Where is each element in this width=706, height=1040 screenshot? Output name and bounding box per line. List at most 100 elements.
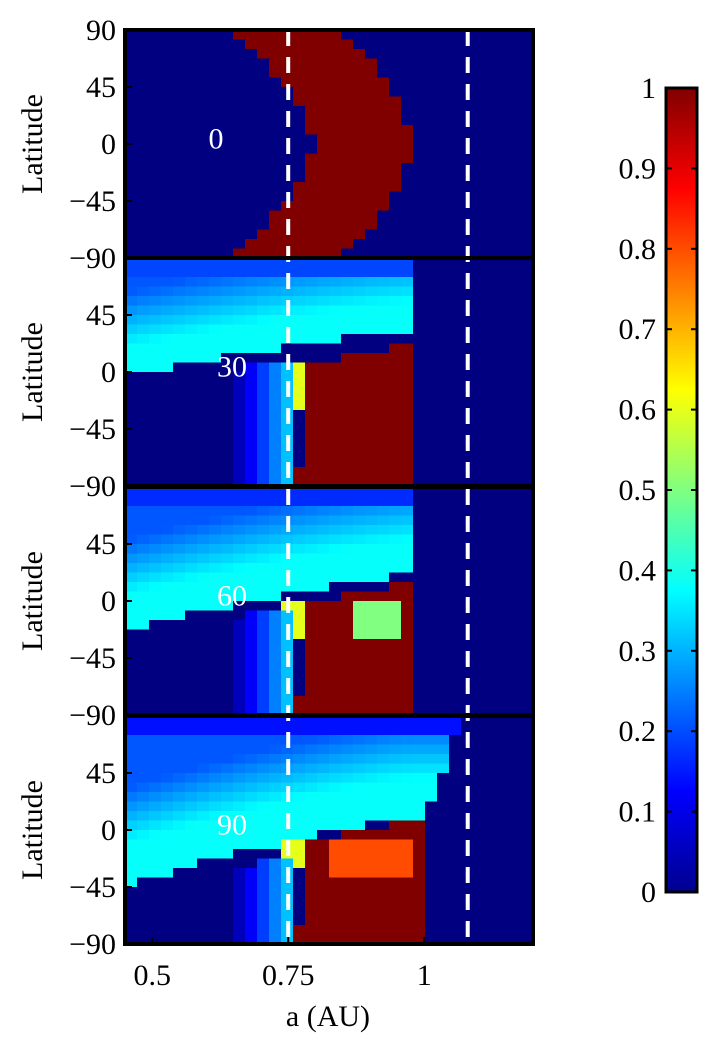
heatmap-cell (377, 49, 390, 60)
heatmap-cell (245, 868, 258, 879)
heatmap-cell (353, 410, 366, 421)
heatmap-cell (269, 763, 282, 774)
heatmap-cell (521, 639, 534, 650)
heatmap-cell (149, 239, 162, 250)
heatmap-cell (161, 87, 174, 98)
heatmap-cell (197, 277, 210, 288)
heatmap-cell (269, 544, 282, 555)
heatmap-cell (137, 296, 150, 307)
heatmap-cell (389, 39, 402, 50)
heatmap-cell (485, 544, 498, 555)
heatmap-cell (209, 467, 222, 478)
heatmap-cell (485, 705, 498, 716)
heatmap-cell (233, 77, 246, 88)
heatmap-cell (149, 515, 162, 526)
heatmap-cell (341, 39, 354, 50)
heatmap-cell (365, 49, 378, 60)
heatmap-cell (413, 229, 426, 240)
heatmap-cell (449, 820, 462, 831)
heatmap-cell (269, 438, 282, 449)
heatmap-cell (497, 410, 510, 421)
heatmap-cell (437, 305, 450, 316)
dashed-lines-layer (286, 30, 470, 944)
heatmap-cell (197, 620, 210, 631)
heatmap-cell (365, 144, 378, 155)
heatmap-cell (329, 163, 342, 174)
heatmap-cell (305, 525, 318, 536)
heatmap-cell (269, 563, 282, 574)
heatmap-cell (473, 125, 486, 136)
heatmap-cell (317, 220, 330, 231)
heatmap-cell (341, 849, 354, 860)
heatmap-cell (389, 686, 402, 697)
heatmap-cell (329, 601, 342, 612)
heatmap-cell (257, 106, 270, 117)
heatmap-cell (437, 153, 450, 164)
heatmap-cell (389, 334, 402, 345)
heatmap-cell (485, 191, 498, 202)
heatmap-cell (137, 553, 150, 564)
heatmap-cell (509, 296, 522, 307)
heatmap-cell (497, 601, 510, 612)
heatmap-cell (185, 915, 198, 926)
heatmap-cell (137, 353, 150, 364)
heatmap-cell (497, 792, 510, 803)
heatmap-cell (497, 220, 510, 231)
heatmap-cell (221, 858, 234, 869)
heatmap-cell (377, 457, 390, 468)
heatmap-cell (173, 30, 186, 41)
heatmap-cell (521, 163, 534, 174)
heatmap-cell (161, 610, 174, 621)
heatmap-cell (125, 258, 138, 269)
heatmap-cell (449, 515, 462, 526)
heatmap-cell (413, 906, 426, 917)
heatmap-cell (425, 858, 438, 869)
heatmap-cell (185, 773, 198, 784)
heatmap-cell (209, 801, 222, 812)
heatmap-cell (365, 735, 378, 746)
heatmap-cell (197, 467, 210, 478)
heatmap-cell (377, 68, 390, 79)
heatmap-cell (245, 591, 258, 602)
heatmap-cell (449, 144, 462, 155)
y-tick-label: −45 (69, 642, 116, 675)
heatmap-cell (449, 744, 462, 755)
heatmap-cell (233, 248, 246, 259)
heatmap-cell (137, 735, 150, 746)
heatmap-cell (449, 448, 462, 459)
heatmap-cell (521, 658, 534, 669)
heatmap-cell (449, 639, 462, 650)
heatmap-cell (209, 648, 222, 659)
heatmap-cell (521, 419, 534, 430)
heatmap-cell (497, 191, 510, 202)
heatmap-cell (293, 315, 306, 326)
heatmap-cell (293, 563, 306, 574)
heatmap-cell (257, 210, 270, 221)
heatmap-cell (197, 343, 210, 354)
heatmap-cell (329, 87, 342, 98)
heatmap-cell (257, 563, 270, 574)
heatmap-cell (413, 144, 426, 155)
heatmap-cell (305, 134, 318, 145)
heatmap-cell (293, 96, 306, 107)
heatmap-cell (137, 30, 150, 41)
heatmap-cell (245, 763, 258, 774)
heatmap-cell (209, 773, 222, 784)
heatmap-cell (317, 553, 330, 564)
heatmap-cell (233, 191, 246, 202)
heatmap-cell (221, 648, 234, 659)
heatmap-cell (185, 887, 198, 898)
heatmap-cell (485, 763, 498, 774)
heatmap-cell (377, 735, 390, 746)
heatmap-cell (125, 591, 138, 602)
heatmap-cell (173, 391, 186, 402)
heatmap-cell (305, 201, 318, 212)
heatmap-cell (269, 639, 282, 650)
heatmap-cell (365, 115, 378, 126)
heatmap-cell (125, 792, 138, 803)
heatmap-cell (365, 30, 378, 41)
heatmap-cell (209, 353, 222, 364)
heatmap-cell (185, 467, 198, 478)
heatmap-cell (197, 457, 210, 468)
heatmap-cell (485, 372, 498, 383)
